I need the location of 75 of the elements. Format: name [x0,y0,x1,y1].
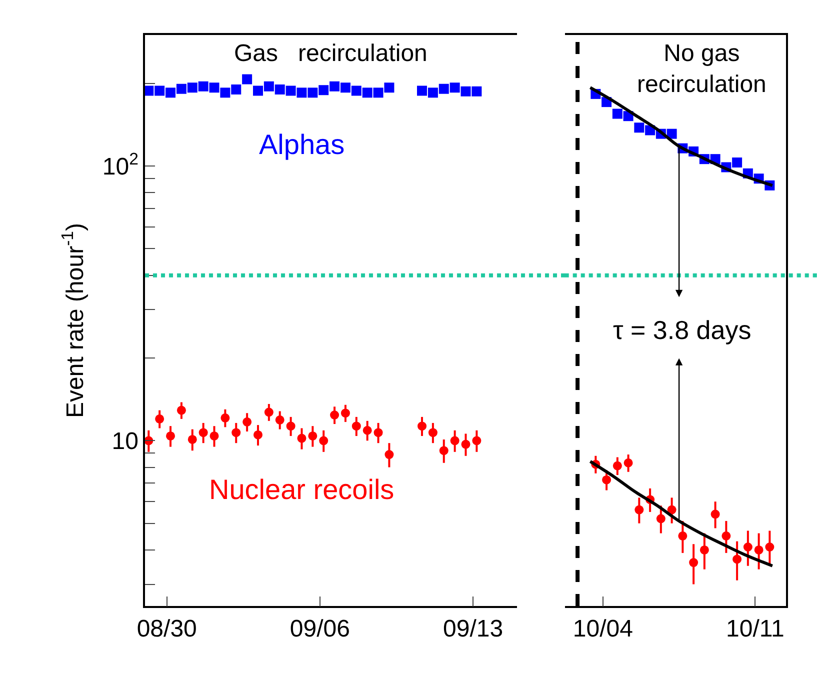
point [252,86,263,96]
x-tick-label: 09/13 [443,616,504,643]
x-tick-label: 10/11 [726,616,784,643]
point [220,413,230,422]
point [176,84,186,94]
point [297,434,306,443]
point [340,408,350,418]
point [188,434,197,444]
point [732,554,742,564]
x-tick-label: 10/04 [572,616,633,643]
point [689,558,698,568]
point [264,408,274,417]
point [296,88,307,98]
x-tick-label: 09/06 [290,616,350,643]
point [286,422,296,431]
point [198,428,208,438]
point [710,510,720,519]
point [209,82,220,93]
point [166,88,176,98]
point [700,545,709,554]
point [187,82,198,93]
point [352,422,361,431]
point [166,431,176,440]
point [155,414,164,424]
point [308,88,318,98]
point [384,450,394,460]
point [666,128,677,139]
y-tick-label: 10 [112,428,138,456]
point [220,88,230,98]
point [667,505,676,514]
point [154,86,165,96]
point [198,81,208,92]
point [308,431,318,440]
point [624,458,633,468]
point [612,108,622,119]
point [330,410,340,420]
point [384,82,394,93]
point [722,531,731,540]
point [362,88,372,98]
annotation: τ = 3.8 days [613,315,752,345]
point [732,158,742,168]
point [176,406,186,415]
point [330,81,340,92]
point [275,415,284,424]
point [340,82,350,93]
point [232,428,241,438]
point [678,531,688,540]
point [242,417,252,426]
x-tick-label: 08/30 [136,616,197,643]
point [634,122,644,133]
point [274,84,285,94]
point [374,428,383,438]
point [754,545,764,554]
point [373,88,384,98]
point [351,86,362,96]
point [210,431,219,440]
point [253,430,262,440]
point [743,542,752,552]
y-tick-label: 10$^{2}$ [102,149,138,180]
point [231,84,242,94]
point [634,505,644,514]
annotation: Gas recirculation [234,40,428,67]
point [612,461,622,470]
point [765,542,774,552]
point [656,514,666,524]
point [242,74,252,84]
point [264,81,274,92]
legend-label: Nuclear recoils [209,474,394,505]
annotation: No gas recirculation [637,40,766,98]
point [286,86,296,96]
series-label: Alphas [259,129,345,160]
point [602,475,612,484]
point [318,85,329,96]
point [362,426,372,435]
point [319,436,328,446]
